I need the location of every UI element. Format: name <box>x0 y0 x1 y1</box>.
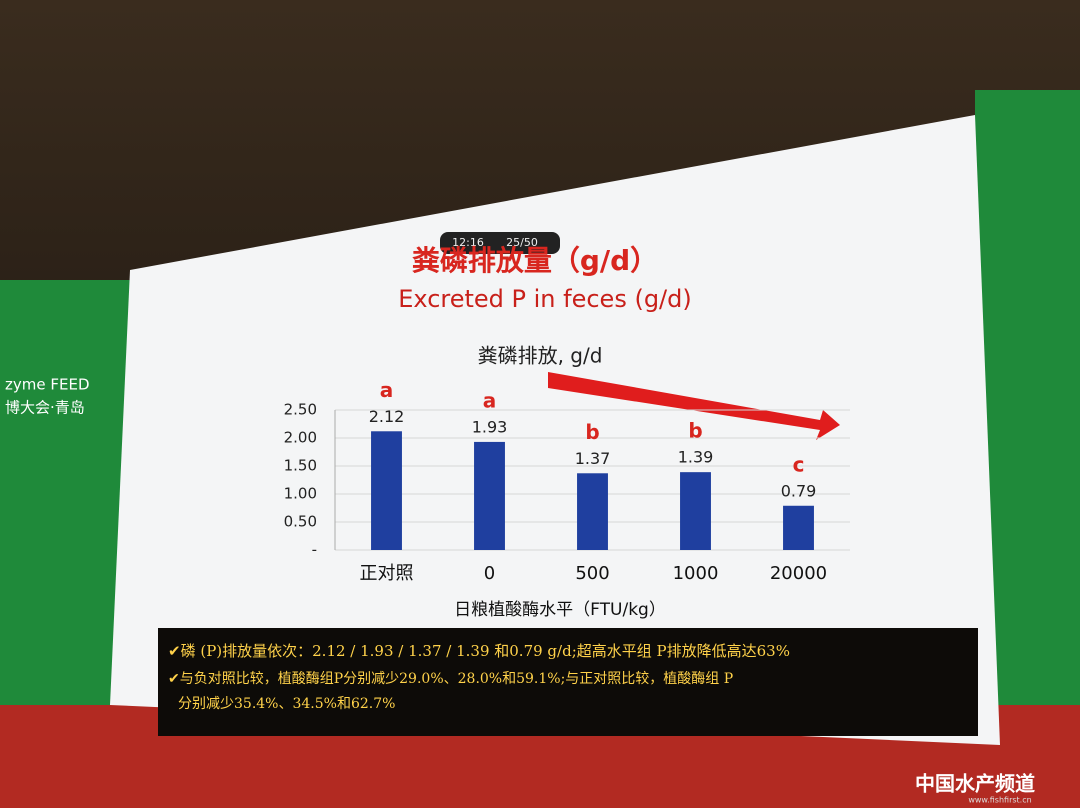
value-label: 1.37 <box>575 449 611 468</box>
note-line: 分别减少35.4%、34.5%和62.7% <box>178 696 395 712</box>
significance-letter: c <box>793 452 805 476</box>
value-label: 2.12 <box>369 407 405 426</box>
x-tick-label: 0 <box>484 563 495 584</box>
y-tick-label: 1.50 <box>284 457 317 475</box>
bar <box>371 431 402 550</box>
note-line: ✔磷 (P)排放量依次：2.12 / 1.93 / 1.37 / 1.39 和0… <box>168 642 790 660</box>
significance-letter: a <box>483 388 497 412</box>
bar <box>783 505 814 550</box>
slide <box>110 115 1000 745</box>
x-tick-label: 20000 <box>770 563 827 584</box>
chart-title: 粪磷排放, g/d <box>478 344 603 368</box>
x-tick-label: 500 <box>575 563 609 584</box>
x-axis-label: 日粮植酸酶水平（FTU/kg） <box>454 600 666 620</box>
y-tick-label: 2.00 <box>284 429 317 447</box>
notes-box <box>158 628 978 736</box>
bar <box>474 441 505 550</box>
x-tick-label: 1000 <box>673 563 719 584</box>
trend-arrow <box>548 372 840 440</box>
value-label: 1.93 <box>472 417 508 436</box>
clock: 12:16 <box>452 236 484 249</box>
watermark: 中国水产频道 <box>915 772 1035 796</box>
note-line: ✔与负对照比较，植酸酶组P分别减少29.0%、28.0%和59.1%;与正对照比… <box>168 671 733 687</box>
value-label: 0.79 <box>781 481 817 500</box>
page-counter: 25/50 <box>506 236 538 249</box>
side-logo: zyme FEED <box>5 376 90 394</box>
x-tick-label: 正对照 <box>360 563 414 584</box>
counter-pill <box>440 232 560 254</box>
value-label: 1.39 <box>678 448 714 467</box>
bar <box>577 473 608 550</box>
y-tick-label: 0.50 <box>284 513 317 531</box>
y-tick-label: 1.00 <box>284 485 317 503</box>
watermark-url: www.fishfirst.cn <box>968 796 1031 805</box>
y-tick-label: 2.50 <box>284 401 317 419</box>
significance-letter: b <box>688 419 702 443</box>
slide-heading: 粪磷排放量（g/d） <box>412 244 658 277</box>
slide-heading-en: Excreted P in feces (g/d) <box>398 285 691 313</box>
significance-letter: a <box>380 378 394 402</box>
significance-letter: b <box>585 420 599 444</box>
bar <box>680 472 711 550</box>
side-city: 博大会·青岛 <box>5 399 85 417</box>
y-tick-label: - <box>312 541 317 559</box>
